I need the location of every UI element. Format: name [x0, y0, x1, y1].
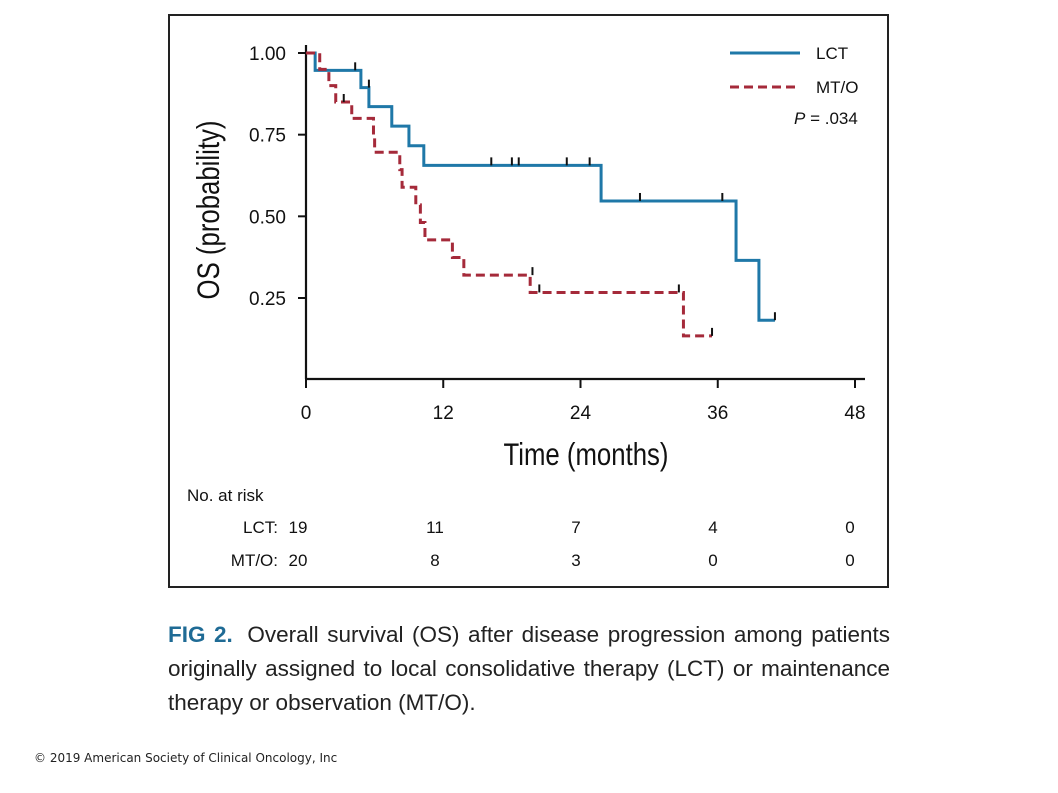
p-value: P = .034	[794, 109, 858, 128]
y-tick-label: 0.50	[249, 207, 286, 228]
risk-count: 19	[289, 518, 308, 537]
risk-count: 4	[708, 518, 717, 537]
plot-axes: Time (months) OS (probability)	[192, 45, 865, 473]
y-tick-label: 0.75	[249, 126, 286, 147]
series-line-mto	[306, 51, 713, 338]
censor-marks	[342, 62, 776, 336]
risk-count: 8	[430, 551, 439, 570]
x-tick-label: 36	[707, 403, 728, 424]
y-tick-label: 1.00	[249, 44, 286, 65]
risk-count: 3	[571, 551, 580, 570]
x-tick-label: 0	[301, 403, 312, 424]
x-tick-label: 48	[844, 403, 865, 424]
caption-label: FIG 2.	[168, 622, 233, 647]
legend: LCT MT/O P = .034	[730, 44, 859, 128]
figure-border	[168, 14, 889, 588]
survival-curves	[306, 51, 775, 338]
legend-label: MT/O	[816, 78, 859, 97]
risk-count: 0	[845, 551, 854, 570]
y-tick-label: 0.25	[249, 289, 286, 310]
x-axis-title: Time (months)	[503, 438, 668, 473]
risk-row-label: MT/O:	[231, 551, 278, 570]
risk-row-label: LCT:	[243, 518, 278, 537]
y-axis-title: OS (probability)	[192, 121, 227, 300]
risk-count: 11	[426, 518, 444, 537]
copyright-notice: © 2019 American Society of Clinical Onco…	[34, 751, 338, 765]
risk-count: 20	[289, 551, 308, 570]
series-line-lct	[306, 51, 775, 322]
risk-table: No. at risk LCT: 19 11 7 4 0 MT/O: 20 8 3 0 0	[187, 486, 855, 570]
risk-count: 0	[708, 551, 717, 570]
legend-label: LCT	[816, 44, 848, 63]
risk-count: 7	[571, 518, 580, 537]
x-tick-label: 24	[570, 403, 592, 424]
figure-caption: FIG 2. Overall survival (OS) after disea…	[168, 618, 890, 720]
risk-table-title: No. at risk	[187, 486, 264, 505]
x-tick-label: 12	[433, 403, 454, 424]
caption-text: Overall survival (OS) after disease prog…	[168, 622, 890, 715]
risk-count: 0	[845, 518, 854, 537]
axis-ticks: 0.25 0.50 0.75 1.00 0 12 24 36 48	[249, 44, 866, 424]
